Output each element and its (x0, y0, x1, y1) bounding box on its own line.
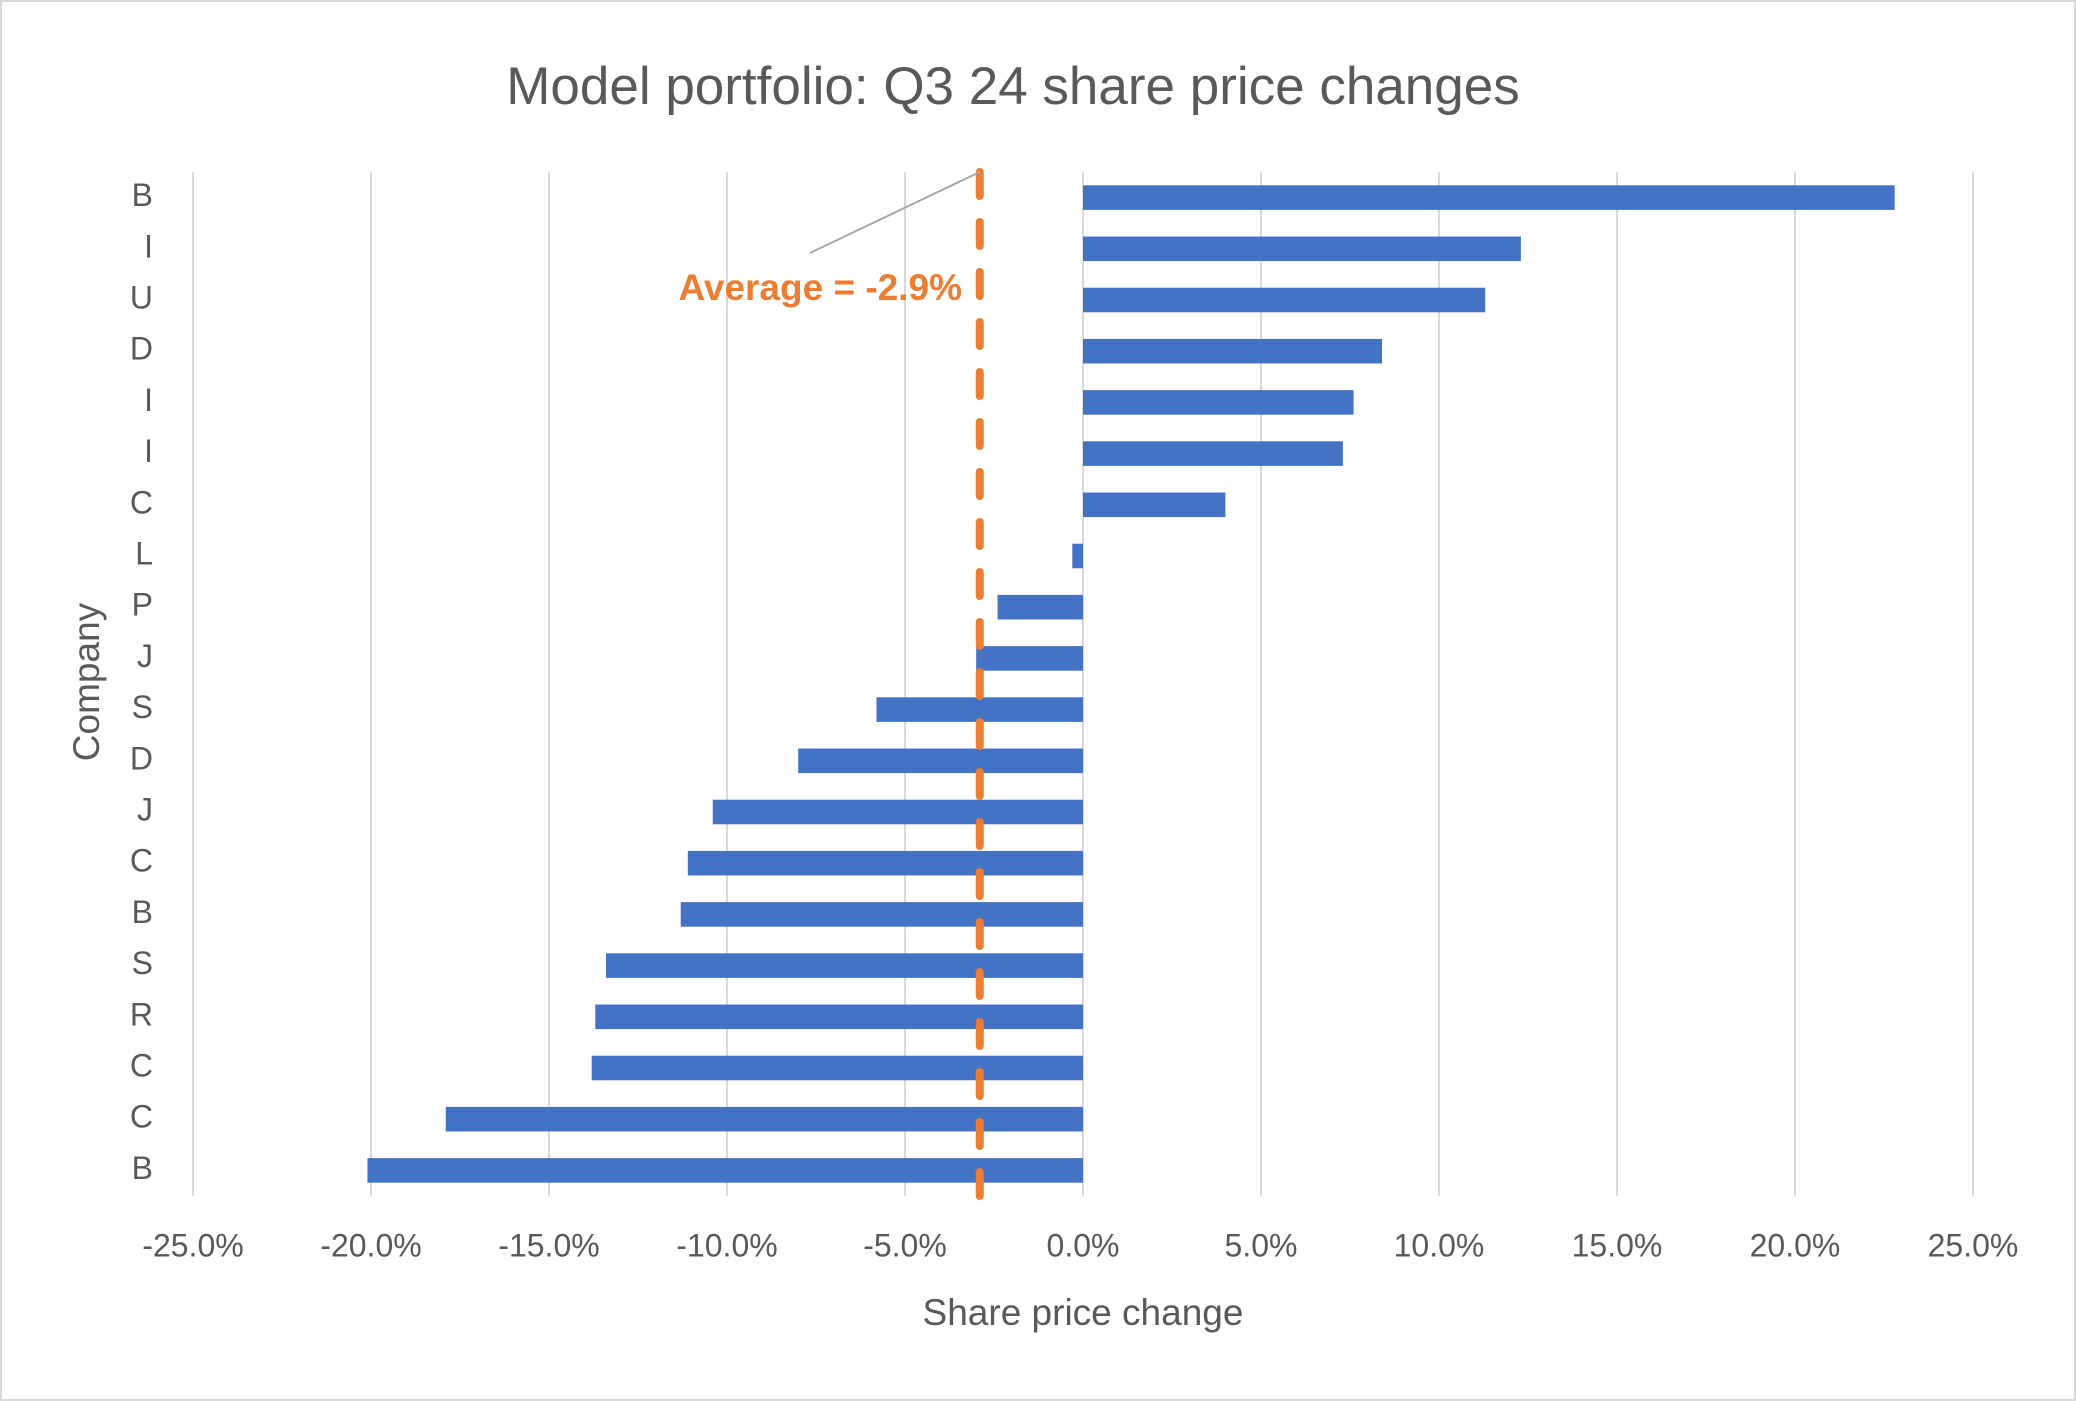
bar (976, 646, 1083, 671)
bar (1083, 492, 1226, 518)
y-tick-label: D (130, 740, 153, 776)
bar (1083, 390, 1354, 415)
x-tick-label: -15.0% (498, 1227, 599, 1263)
y-tick-label: B (132, 1150, 153, 1186)
x-tick-label: 0.0% (1047, 1227, 1120, 1263)
x-tick-label: -20.0% (320, 1227, 421, 1263)
y-tick-label: B (132, 894, 153, 930)
y-tick-label: J (137, 638, 153, 674)
average-label: Average = -2.9% (679, 267, 962, 308)
y-tick-label: L (135, 535, 153, 571)
bar (367, 1158, 1083, 1183)
x-tick-label: 15.0% (1572, 1227, 1663, 1263)
y-axis-title: Company (66, 602, 107, 761)
x-tick-label: 10.0% (1394, 1227, 1485, 1263)
bar (1083, 236, 1521, 262)
x-tick-label: 5.0% (1225, 1227, 1298, 1263)
bar (591, 1055, 1083, 1081)
x-axis-title: Share price change (923, 1292, 1244, 1333)
bar (445, 1106, 1083, 1132)
y-tick-label: S (132, 945, 153, 981)
bar (680, 902, 1083, 927)
bar (997, 594, 1083, 620)
bar (1083, 338, 1383, 364)
y-tick-label: P (132, 587, 153, 623)
y-tick-label: J (137, 791, 153, 827)
bar (1083, 185, 1895, 210)
y-tick-label: I (144, 433, 153, 469)
chart-title: Model portfolio: Q3 24 share price chang… (506, 57, 1519, 116)
y-tick-label: S (132, 689, 153, 725)
bar (605, 953, 1083, 978)
x-tick-label: -25.0% (142, 1227, 243, 1263)
y-tick-label: B (132, 177, 153, 213)
y-tick-label: C (130, 1099, 153, 1135)
y-tick-label: I (144, 382, 153, 418)
x-tick-label: 25.0% (1928, 1227, 2019, 1263)
bar (712, 799, 1083, 825)
y-tick-label: C (130, 843, 153, 879)
x-tick-label: -5.0% (863, 1227, 947, 1263)
bar (876, 697, 1083, 722)
bar (595, 1004, 1083, 1030)
bar (1083, 441, 1343, 466)
y-tick-label: C (130, 484, 153, 520)
x-tick-label: 20.0% (1750, 1227, 1841, 1263)
y-tick-label: U (130, 279, 153, 315)
y-tick-label: D (130, 331, 153, 367)
bar (687, 850, 1083, 876)
leader-line (809, 171, 981, 254)
bar (798, 748, 1083, 774)
y-tick-label: R (130, 996, 153, 1032)
x-tick-label: -10.0% (676, 1227, 777, 1263)
bar (1072, 543, 1083, 569)
y-tick-label: C (130, 1047, 153, 1083)
bar (1083, 287, 1486, 313)
y-tick-label: I (144, 228, 153, 264)
